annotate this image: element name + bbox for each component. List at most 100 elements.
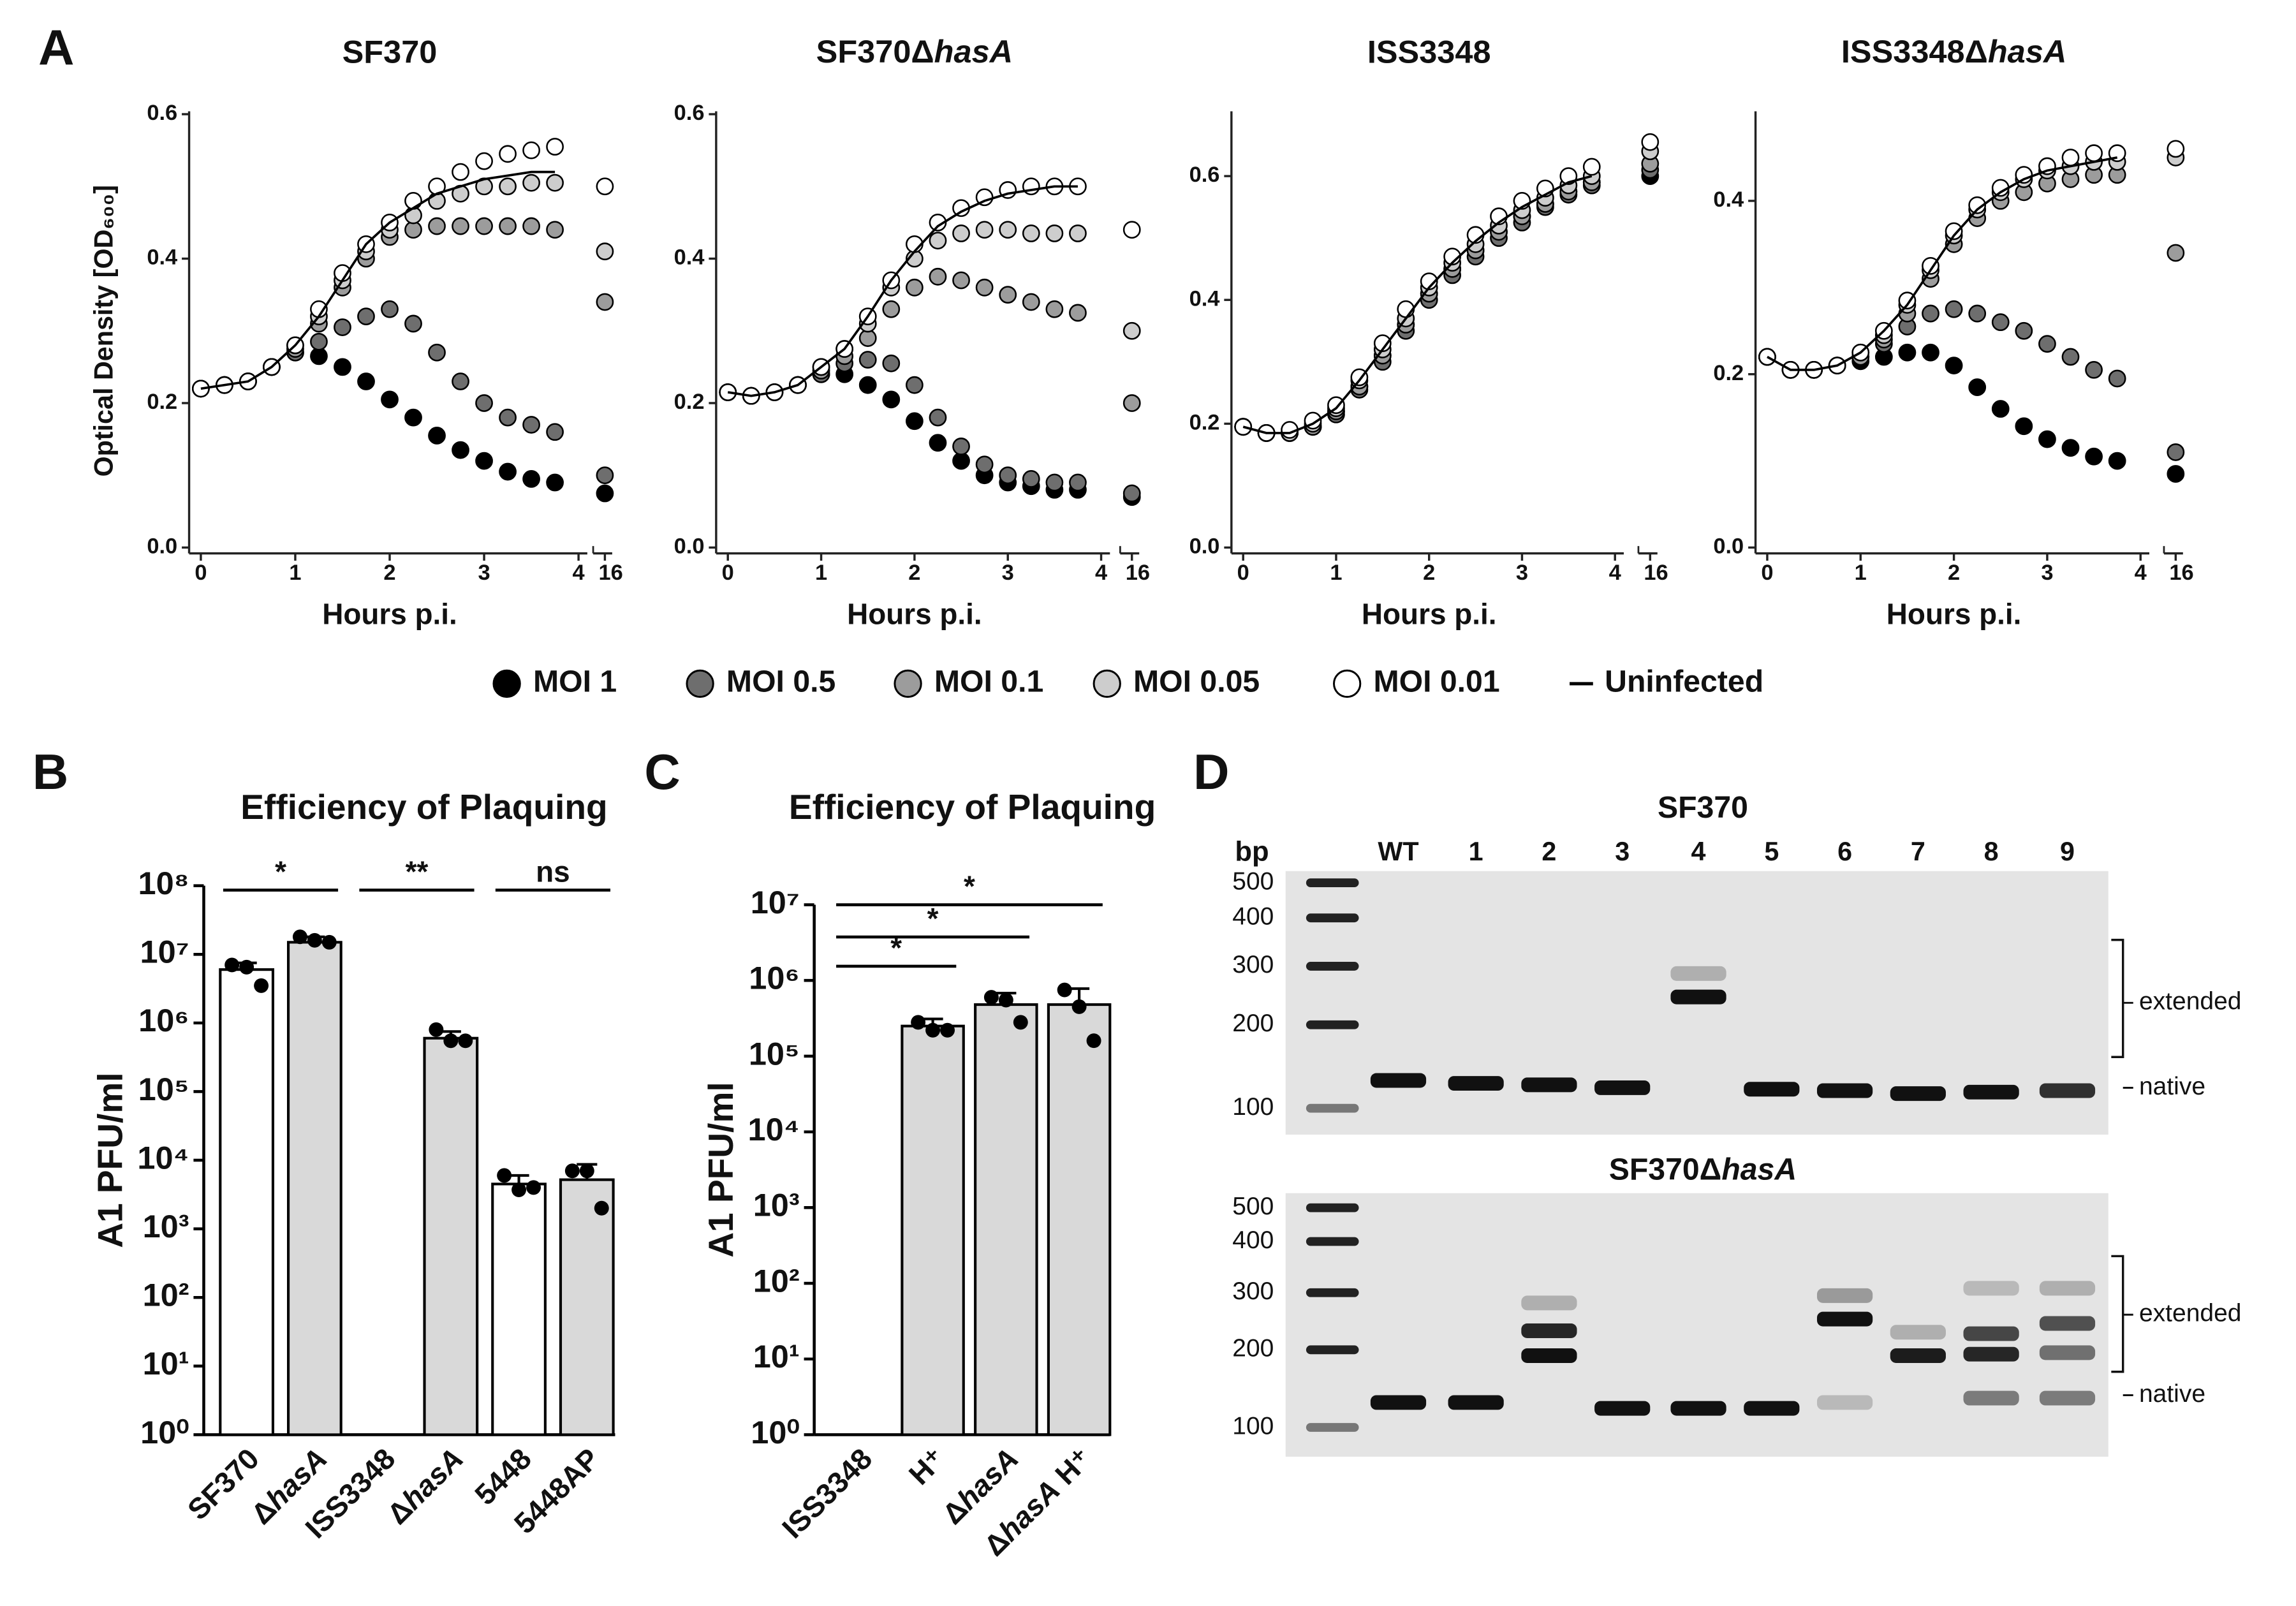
lane-label: 4 xyxy=(1691,837,1706,866)
data-point xyxy=(522,141,540,159)
data-point xyxy=(1968,304,1987,323)
lane-label: 1 xyxy=(1469,837,1483,866)
data-point xyxy=(1122,394,1141,412)
data-point xyxy=(546,138,564,156)
data-point xyxy=(452,372,469,390)
data-point xyxy=(475,452,493,470)
data-point xyxy=(2085,144,2103,163)
y-tick-label: 10² xyxy=(143,1277,189,1313)
data-point xyxy=(546,473,564,492)
y-tick-label: 10¹ xyxy=(143,1345,189,1381)
x-tick-label: 2 xyxy=(383,561,395,585)
band-label: native xyxy=(2139,1380,2205,1408)
data-point xyxy=(1991,313,2010,332)
gel-band xyxy=(1963,1346,2019,1362)
y-tick-label: 10⁷ xyxy=(140,934,189,970)
data-point xyxy=(1968,378,1987,396)
x-tick-label: 2 xyxy=(1948,561,1960,585)
unit-label: bp xyxy=(1235,837,1269,867)
data-point xyxy=(334,358,351,376)
significance-label: * xyxy=(890,931,902,964)
y-tick-label: 0.4 xyxy=(1189,286,1220,311)
data-point xyxy=(858,376,877,394)
x-tick-label: 3 xyxy=(1002,561,1014,585)
gel-band xyxy=(1594,1080,1651,1095)
bar xyxy=(901,1024,965,1436)
ladder-band xyxy=(1306,1345,1359,1355)
data-point xyxy=(1045,224,1064,242)
gel-band xyxy=(2039,1281,2096,1296)
lane-label: 6 xyxy=(1837,837,1852,866)
ladder-label: 300 xyxy=(1232,1278,1274,1305)
data-point xyxy=(499,145,517,163)
y-tick-label: 10² xyxy=(753,1262,800,1299)
data-point xyxy=(1641,133,1659,151)
significance-label: * xyxy=(964,869,975,902)
x-tick-label: 0 xyxy=(1761,561,1773,585)
series-line xyxy=(1767,156,2117,371)
blot-title: SF370ΔhasA xyxy=(1609,1152,1797,1186)
data-point xyxy=(522,416,540,434)
data-point xyxy=(998,992,1013,1008)
bar xyxy=(491,1182,547,1436)
x-tick-label: 1 xyxy=(1855,561,1867,585)
data-point xyxy=(2108,452,2126,470)
y-tick-label: 0.0 xyxy=(1713,534,1744,559)
data-point xyxy=(952,438,970,455)
data-point xyxy=(1945,300,1963,318)
x-tick-label: 16 xyxy=(1644,561,1668,585)
gel-band xyxy=(1963,1390,2019,1406)
legend-marker xyxy=(492,669,521,698)
data-point xyxy=(929,408,947,427)
ladder-band xyxy=(1306,913,1359,923)
data-point xyxy=(2061,149,2080,166)
data-point xyxy=(2167,465,2185,483)
data-point xyxy=(475,394,493,412)
data-point xyxy=(1022,469,1040,488)
gel-band xyxy=(1521,1348,1577,1363)
data-point xyxy=(1945,357,1963,374)
data-point xyxy=(1022,224,1040,242)
data-point xyxy=(1968,196,1987,214)
data-point xyxy=(428,427,446,445)
chart-title: ISS3348ΔhasA xyxy=(1841,33,2066,70)
data-point xyxy=(452,163,469,181)
gel-band xyxy=(2039,1390,2096,1406)
data-point xyxy=(952,271,970,290)
data-point xyxy=(2108,369,2126,388)
gel-band xyxy=(1890,1348,1946,1363)
data-point xyxy=(429,1022,444,1037)
data-point xyxy=(1122,484,1141,503)
x-tick-label: 4 xyxy=(1095,561,1107,585)
y-tick-label: 0.2 xyxy=(1189,410,1220,434)
data-point xyxy=(906,412,924,431)
data-point xyxy=(925,1022,941,1038)
y-tick-label: 10⁰ xyxy=(751,1414,799,1450)
ladder-label: 100 xyxy=(1232,1093,1274,1121)
data-point xyxy=(2167,244,2185,262)
data-point xyxy=(952,224,970,242)
y-tick-label: 10¹ xyxy=(753,1338,800,1374)
x-tick-label: 2 xyxy=(1423,561,1435,585)
gel-band xyxy=(2039,1345,2096,1360)
x-tick-label: 2 xyxy=(908,561,920,585)
data-point xyxy=(1327,396,1345,415)
gel-image xyxy=(1285,1193,2108,1457)
data-point xyxy=(2085,447,2103,466)
series-line xyxy=(727,185,1078,397)
data-point xyxy=(522,173,540,192)
data-point xyxy=(1057,982,1072,998)
y-tick-label: 10⁰ xyxy=(140,1414,189,1450)
data-point xyxy=(2038,430,2056,448)
data-point xyxy=(1898,343,1917,362)
x-tick-label: 1 xyxy=(1330,561,1342,585)
x-tick-label: 16 xyxy=(598,561,622,585)
chart-title: Efficiency of Plaquing xyxy=(240,787,607,827)
data-point xyxy=(929,267,947,286)
bar xyxy=(1047,1003,1112,1436)
data-point xyxy=(381,390,399,409)
data-point xyxy=(522,469,540,488)
series-line xyxy=(1242,175,1593,434)
significance-label: * xyxy=(275,855,286,888)
